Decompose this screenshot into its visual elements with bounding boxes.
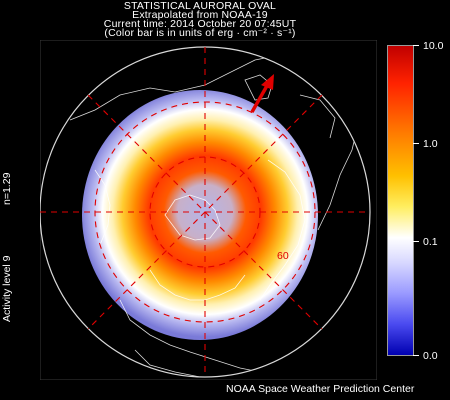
n-value-label: n=1.29	[1, 172, 13, 205]
units-note: (Color bar is in units of erg · cm⁻² · s…	[104, 27, 296, 39]
colorbar	[387, 45, 414, 356]
colorbar-tick-00: 0.0	[423, 350, 438, 362]
arrow-icon	[250, 74, 274, 113]
title-line-2: Extrapolated from NOAA-19	[132, 9, 268, 21]
lat-lon-grid	[40, 47, 370, 377]
title-line-1: STATISTICAL AURORAL OVAL	[123, 0, 277, 12]
coastlines	[69, 54, 359, 377]
activity-level-label: Activity level 9	[1, 255, 13, 322]
colorbar-tick-01: 0.1	[423, 236, 438, 248]
colorbar-tick-1: 1.0	[423, 138, 438, 150]
auroral-oval	[82, 90, 318, 340]
credit-text: NOAA Space Weather Prediction Center	[226, 383, 415, 395]
colorbar-tick-10: 10.0	[423, 40, 444, 52]
latitude-label: 60	[277, 250, 289, 262]
current-time-text: Current time: 2014 October 20 07:45UT	[103, 18, 297, 30]
auroral-oval-map: 60	[40, 40, 377, 380]
